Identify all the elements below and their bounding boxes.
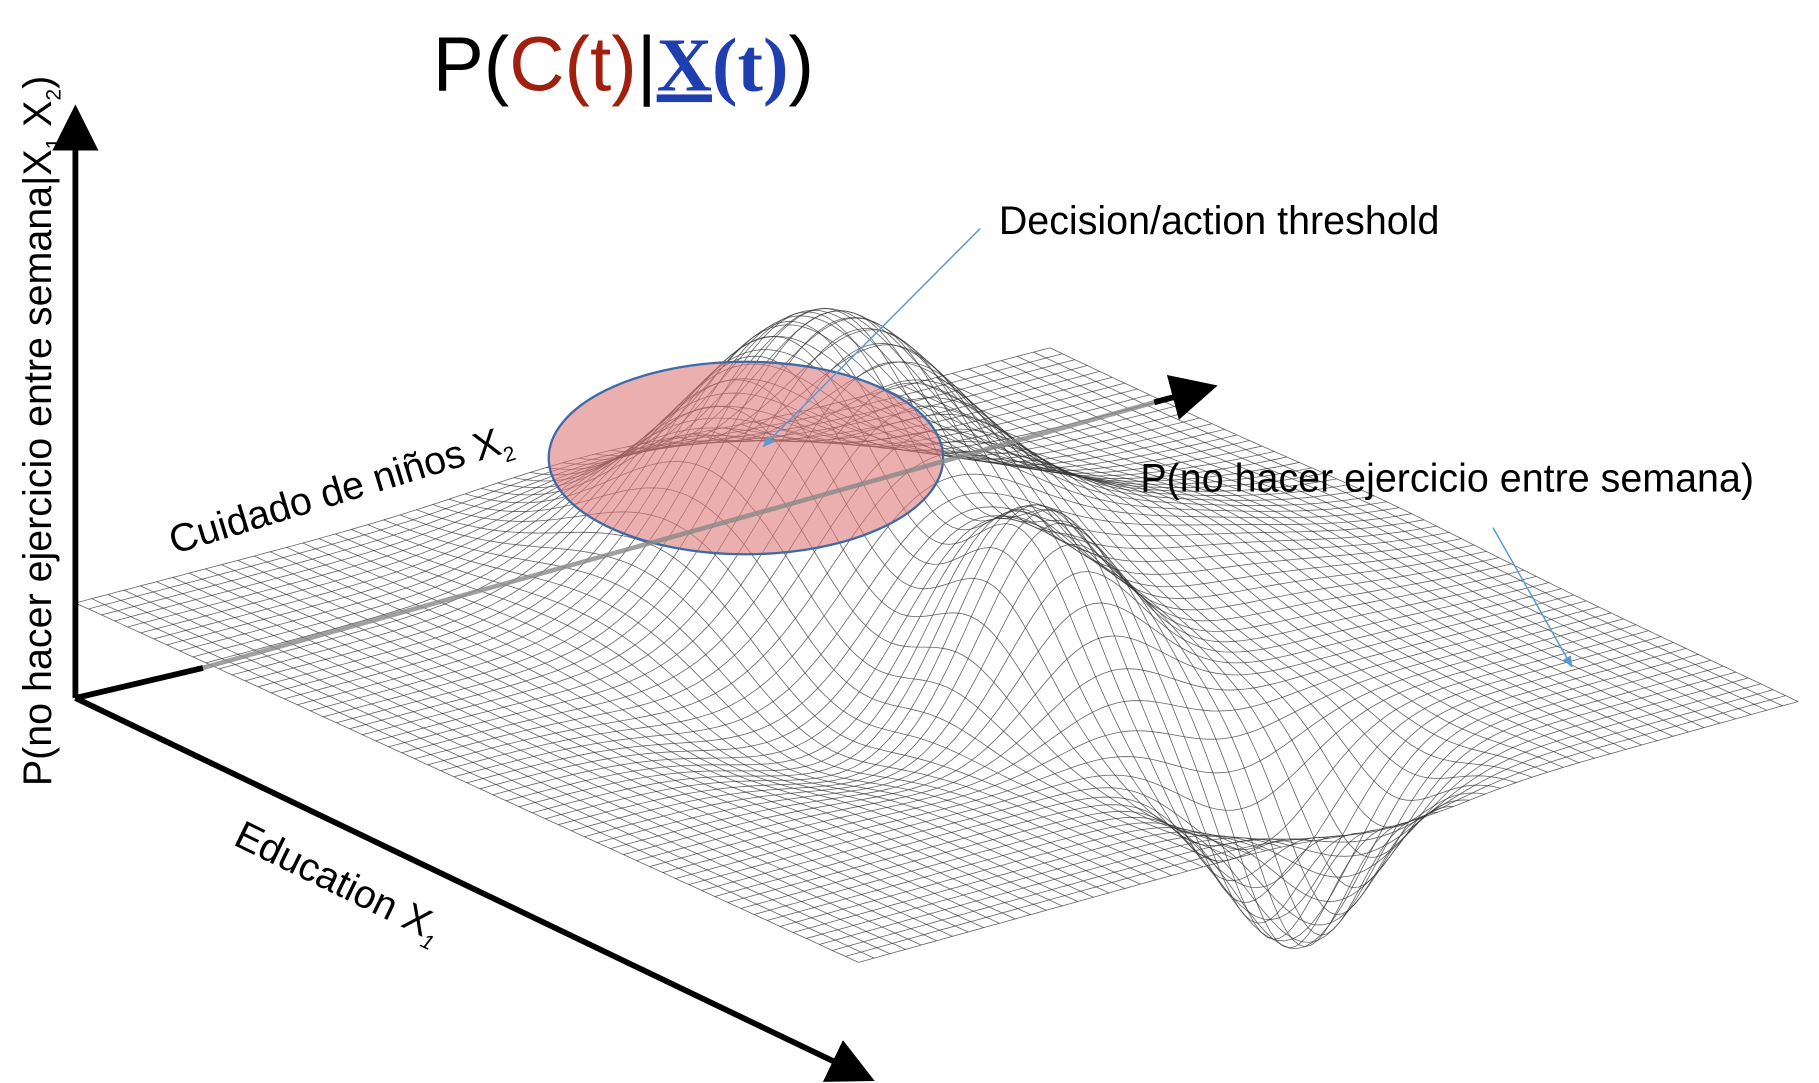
background — [0, 0, 1819, 1083]
y-label-middle: X — [16, 101, 60, 138]
y-label-text: P(no hacer ejercicio entre semana|X — [16, 149, 60, 786]
y-axis-label: P(no hacer ejercicio entre semana|X1 X2) — [16, 76, 65, 786]
threshold-ellipse — [549, 362, 943, 554]
title-open: P( — [433, 22, 510, 107]
y-label-sub2: 2 — [42, 89, 65, 101]
title-vector-time: (t) — [712, 22, 788, 107]
page: {"title": {"open": "P(", "condition": "C… — [0, 0, 1819, 1083]
diagram: P(C(t)|X(t)) P(no hacer ejercicio entre … — [0, 0, 1819, 1083]
title-close: ) — [788, 22, 814, 107]
surface-annotation: P(no hacer ejercicio entre semana) — [1140, 457, 1754, 501]
title: P(C(t)|X(t)) — [433, 22, 814, 107]
title-separator: | — [637, 22, 657, 107]
title-vector: X — [657, 22, 712, 107]
threshold-annotation: Decision/action threshold — [999, 199, 1440, 243]
y-label-sub1: 1 — [42, 138, 65, 150]
title-condition: C(t) — [509, 22, 637, 107]
y-label-end: ) — [16, 76, 60, 89]
